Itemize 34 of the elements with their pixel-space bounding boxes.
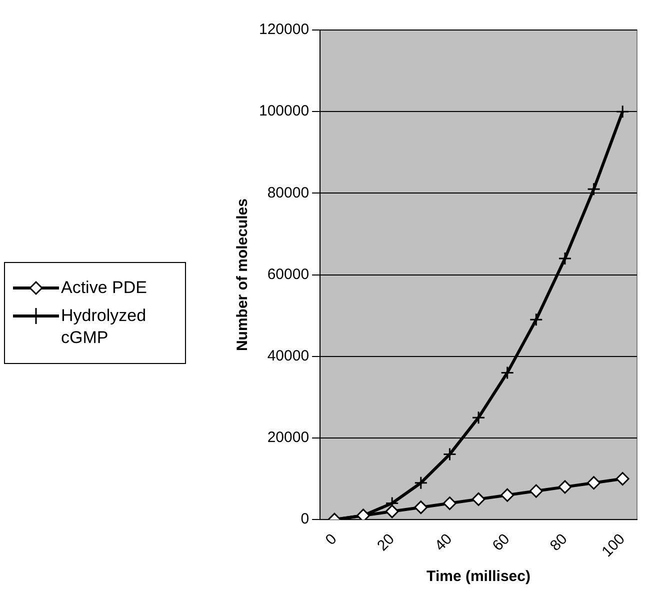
point [616, 472, 630, 486]
y-tick-label: 20000 [267, 429, 310, 446]
point [500, 488, 514, 502]
point [529, 484, 543, 498]
point [558, 252, 572, 266]
point [587, 476, 601, 490]
x-axis-title: Time (millisec) [426, 568, 530, 586]
y-tick-label: 100000 [258, 102, 310, 120]
y-tick-label: 120000 [258, 21, 310, 38]
y-tick-label: 0 [300, 510, 310, 528]
point [385, 504, 399, 518]
x-tick-label: 60 [489, 530, 514, 554]
point [558, 480, 572, 494]
x-tick-label: 40 [432, 530, 456, 554]
legend-label: Active PDE [61, 277, 148, 299]
y-axis-title: Number of molecules [234, 198, 252, 352]
point [472, 492, 486, 506]
x-tick-label: 100 [598, 530, 628, 560]
point [414, 500, 428, 514]
point [616, 104, 630, 118]
point [442, 448, 456, 462]
y-tick-label: 40000 [267, 348, 310, 365]
point [442, 496, 456, 510]
y-tick-label: 60000 [267, 266, 310, 283]
x-tick-label: 80 [546, 530, 571, 554]
x-tick-label: 20 [374, 530, 398, 554]
point [587, 182, 601, 196]
y-tick-label: 80000 [267, 184, 310, 202]
point [500, 366, 514, 380]
x-tick-label: 0 [322, 530, 340, 549]
point [414, 476, 428, 490]
point [472, 410, 486, 424]
point [529, 312, 543, 326]
legend-label: Hydrolyzed cGMP [61, 305, 148, 349]
